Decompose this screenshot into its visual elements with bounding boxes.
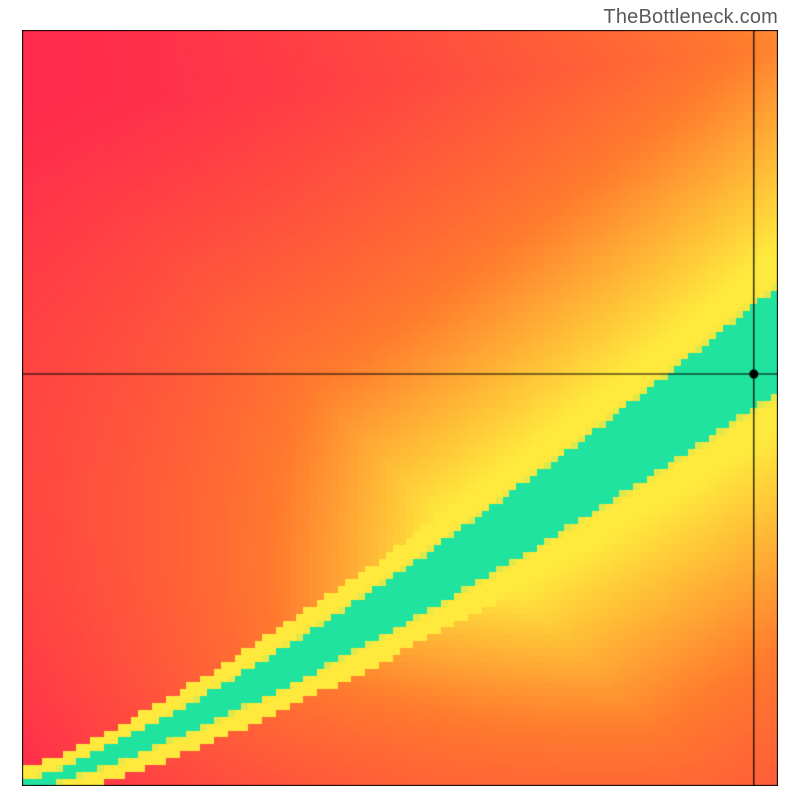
heatmap-container <box>22 30 778 786</box>
bottleneck-heatmap <box>22 30 778 786</box>
watermark-text: TheBottleneck.com <box>603 6 778 29</box>
